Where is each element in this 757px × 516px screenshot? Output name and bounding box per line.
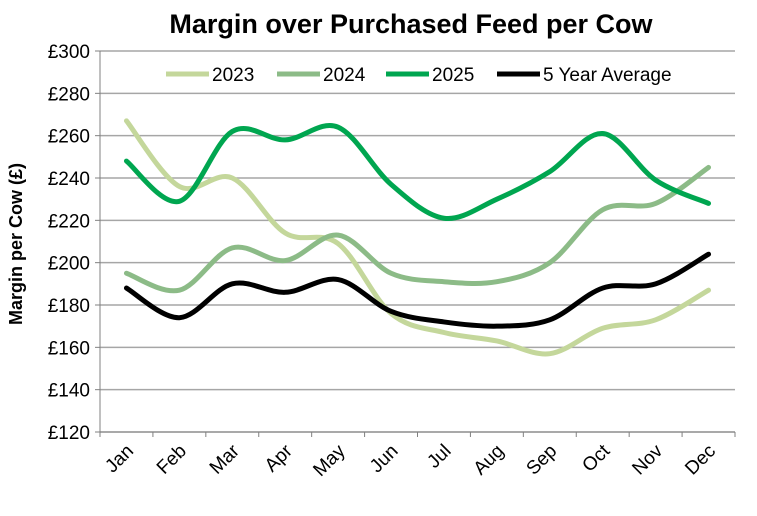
data-point-2024-jun xyxy=(390,272,392,274)
data-point-5-year-average-mar xyxy=(231,283,233,285)
data-point-2025-mar xyxy=(231,130,233,132)
data-point-2024-jan xyxy=(125,272,127,274)
data-point-2023-may xyxy=(337,243,339,245)
data-point-2023-aug xyxy=(496,340,498,342)
data-point-2023-nov xyxy=(655,319,657,321)
x-axis-ticks: Jan Feb Mar Apr May Jun Jul Aug Sep Oct Nov Dec xyxy=(101,440,720,481)
data-point-2025-may xyxy=(337,126,339,128)
data-point-2025-sep xyxy=(549,171,551,173)
data-point-2025-apr xyxy=(284,139,286,141)
data-point-5-year-average-sep xyxy=(549,319,551,321)
y-tick-label: £280 xyxy=(48,84,90,105)
y-tick-label: £240 xyxy=(48,169,90,190)
data-point-2023-oct xyxy=(602,327,604,329)
data-point-2023-jul xyxy=(443,332,445,334)
legend-label-2023: 2023 xyxy=(212,65,254,86)
data-point-2024-aug xyxy=(496,281,498,283)
data-point-5-year-average-nov xyxy=(655,283,657,285)
data-point-5-year-average-apr xyxy=(284,291,286,293)
y-axis-label: Margin per Cow (£) xyxy=(6,163,26,325)
x-tick-label: May xyxy=(309,440,350,481)
x-tick-label: Aug xyxy=(470,441,509,480)
axes xyxy=(99,51,736,437)
data-point-2025-jan xyxy=(125,160,127,162)
y-tick-label: £160 xyxy=(48,338,90,359)
data-point-2023-feb xyxy=(178,185,180,187)
y-tick-label: £300 xyxy=(48,42,90,63)
data-point-2024-mar xyxy=(231,247,233,249)
y-tick-label: £220 xyxy=(48,211,90,232)
series-line-5-year-average xyxy=(123,251,712,329)
x-tick-label: Oct xyxy=(578,440,614,476)
x-tick-label: Feb xyxy=(153,441,191,479)
data-point-5-year-average-oct xyxy=(602,287,604,289)
x-tick-label: Sep xyxy=(523,441,562,480)
y-tick-label: £180 xyxy=(48,296,90,317)
data-point-2025-jun xyxy=(390,183,392,185)
data-point-2024-sep xyxy=(549,262,551,264)
legend-label-5-year-average: 5 Year Average xyxy=(543,65,672,86)
data-point-5-year-average-jan xyxy=(125,287,127,289)
x-tick-label: Nov xyxy=(628,440,667,479)
chart-title: Margin over Purchased Feed per Cow xyxy=(169,9,653,39)
data-point-5-year-average-jul xyxy=(443,321,445,323)
series-line-2025 xyxy=(123,123,712,221)
data-point-2025-oct xyxy=(602,133,604,135)
y-tick-label: £120 xyxy=(48,423,90,444)
data-point-5-year-average-may xyxy=(337,279,339,281)
data-point-2023-apr xyxy=(284,232,286,234)
data-point-2024-feb xyxy=(178,289,180,291)
data-point-5-year-average-aug xyxy=(496,325,498,327)
x-tick-label: Apr xyxy=(261,440,297,476)
y-tick-label: £200 xyxy=(48,254,90,275)
data-point-5-year-average-jun xyxy=(390,310,392,312)
data-point-5-year-average-feb xyxy=(178,317,180,319)
legend-label-2025: 2025 xyxy=(432,65,474,86)
data-point-2024-dec xyxy=(708,166,710,168)
y-tick-label: £140 xyxy=(48,381,90,402)
x-tick-label: Dec xyxy=(681,441,720,480)
data-point-2023-jan xyxy=(125,120,127,122)
data-point-2023-dec xyxy=(708,289,710,291)
data-point-2025-dec xyxy=(708,202,710,204)
data-point-2025-aug xyxy=(496,198,498,200)
data-point-2024-nov xyxy=(655,202,657,204)
data-point-2024-apr xyxy=(284,260,286,262)
data-point-2025-jul xyxy=(443,217,445,219)
data-point-2024-may xyxy=(337,234,339,236)
data-point-2025-feb xyxy=(178,200,180,202)
data-point-2025-nov xyxy=(655,179,657,181)
data-point-5-year-average-dec xyxy=(708,253,710,255)
x-tick-label: Mar xyxy=(206,440,244,478)
data-point-2023-sep xyxy=(549,353,551,355)
data-point-2024-jul xyxy=(443,281,445,283)
legend: 2023 2024 2025 5 Year Average xyxy=(166,65,672,86)
data-point-2023-mar xyxy=(231,177,233,179)
x-tick-label: Jan xyxy=(101,441,138,478)
x-tick-label: Jul xyxy=(423,441,455,473)
series-line-2024 xyxy=(123,164,712,294)
gridlines xyxy=(95,50,735,433)
data-point-2024-oct xyxy=(602,209,604,211)
y-axis-ticks: £120 £140 £160 £180 £200 £220 £240 £260 £280 £300 xyxy=(48,42,90,444)
legend-label-2024: 2024 xyxy=(323,65,366,86)
y-tick-label: £260 xyxy=(48,127,90,148)
x-tick-label: Jun xyxy=(366,441,403,478)
series-lines xyxy=(123,118,712,357)
